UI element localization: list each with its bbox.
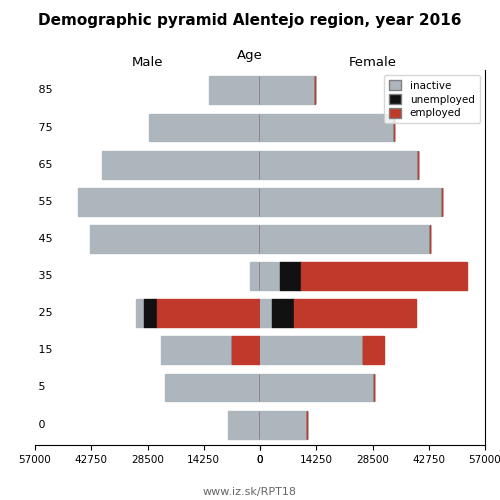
Bar [90, 225, 260, 253]
Title: Female: Female [348, 56, 397, 69]
Text: 65: 65 [35, 160, 52, 170]
Legend: inactive, unemployed, employed: inactive, unemployed, employed [384, 75, 480, 124]
Bar [302, 262, 467, 290]
Bar [78, 188, 260, 216]
Bar [260, 225, 430, 253]
Text: Age: Age [237, 50, 263, 62]
Bar [208, 76, 260, 104]
Bar [260, 262, 280, 290]
Text: Demographic pyramid Alentejo region, year 2016: Demographic pyramid Alentejo region, yea… [38, 12, 462, 28]
Bar [166, 374, 260, 402]
Bar [260, 410, 308, 438]
Bar [272, 300, 293, 327]
Text: 55: 55 [35, 197, 52, 207]
Bar [162, 336, 232, 364]
Text: 45: 45 [35, 234, 52, 244]
Title: Male: Male [132, 56, 163, 69]
Bar [260, 76, 316, 104]
Bar [260, 151, 418, 178]
Text: 15: 15 [35, 346, 52, 356]
Bar [260, 374, 374, 402]
Bar [144, 300, 158, 327]
Text: 85: 85 [35, 86, 52, 96]
Bar [228, 410, 260, 438]
Bar [158, 300, 260, 327]
Bar [260, 300, 272, 327]
Text: www.iz.sk/RPT18: www.iz.sk/RPT18 [203, 488, 297, 498]
Bar [260, 188, 442, 216]
Bar [102, 151, 260, 178]
Bar [136, 300, 143, 327]
Text: 0: 0 [35, 420, 45, 430]
Text: 5: 5 [35, 382, 45, 392]
Bar [260, 114, 394, 141]
Text: 35: 35 [35, 271, 52, 281]
Bar [260, 336, 362, 364]
Bar [150, 114, 260, 141]
Bar [362, 336, 384, 364]
Text: 75: 75 [35, 122, 52, 132]
Bar [294, 300, 416, 327]
Text: 25: 25 [35, 308, 52, 318]
Bar [232, 336, 260, 364]
Bar [250, 262, 260, 290]
Bar [280, 262, 301, 290]
